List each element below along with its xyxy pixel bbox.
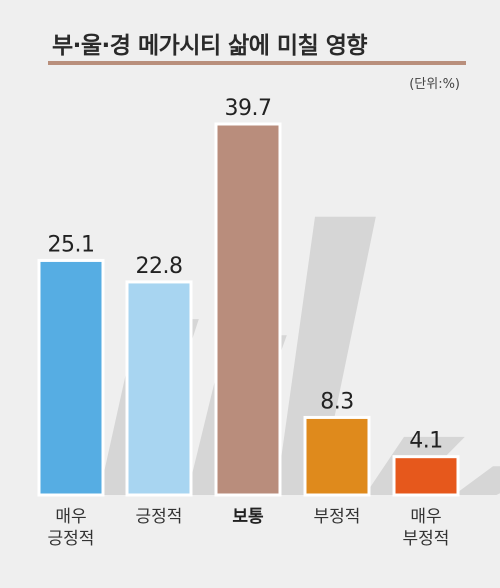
value-label: 25.1 <box>48 232 95 257</box>
bar <box>214 122 282 497</box>
value-label: 22.8 <box>136 254 183 279</box>
value-label: 4.1 <box>409 429 443 454</box>
value-label: 8.3 <box>320 389 354 414</box>
bar-shadow <box>454 466 500 495</box>
value-labels: 25.1 22.8 39.7 8.3 4.1 <box>48 96 444 454</box>
category-label: 매우 <box>410 507 441 527</box>
unit-label: (단위:%) <box>409 77 460 92</box>
category-label: 부정적 <box>403 529 450 549</box>
bar <box>125 280 193 497</box>
bar-shadow <box>276 216 376 495</box>
category-label: 긍정적 <box>136 507 183 527</box>
bars <box>37 122 460 497</box>
bar <box>392 455 460 497</box>
category-label: 긍정적 <box>48 529 95 549</box>
value-label: 39.7 <box>225 96 272 121</box>
category-label: 보통 <box>232 507 264 527</box>
category-label: 부정적 <box>314 507 361 527</box>
bar <box>303 415 371 497</box>
chart-title: 부·울·경 메가시티 삶에 미칠 영향 <box>52 33 368 59</box>
bar <box>37 258 105 497</box>
title-underline <box>48 61 466 65</box>
category-label: 매우 <box>55 507 86 527</box>
